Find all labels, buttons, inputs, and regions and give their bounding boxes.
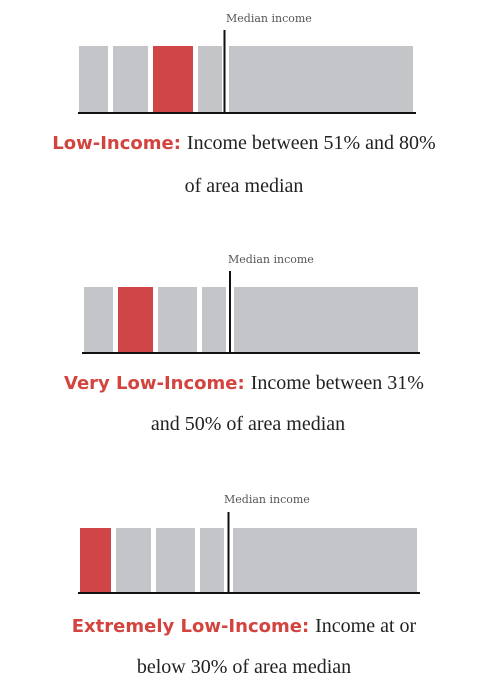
- median-label: Median income: [228, 253, 314, 266]
- segment: [79, 46, 108, 112]
- segment: [84, 287, 113, 352]
- description: Income between 31%: [251, 372, 424, 394]
- segment: [229, 46, 413, 112]
- description: and 50% of area median: [151, 413, 345, 435]
- segment-highlight: [80, 528, 111, 592]
- panel-low: Median income Low-Income: Income between …: [52, 12, 435, 197]
- segment-highlight: [118, 287, 153, 352]
- caption-line: Low-Income: Income between 51% and 80%: [52, 132, 435, 154]
- segment: [233, 528, 417, 592]
- panel-very-low: Median income Very Low-Income: Income bet…: [64, 253, 424, 435]
- segment-highlight: [153, 46, 193, 112]
- description: Income between 51% and 80%: [187, 132, 436, 154]
- segment: [202, 287, 226, 352]
- segment: [116, 528, 151, 592]
- description: below 30% of area median: [137, 656, 351, 678]
- description: of area median: [185, 175, 304, 197]
- segment: [156, 528, 195, 592]
- caption-line: Very Low-Income: Income between 31%: [64, 372, 424, 394]
- segment: [113, 46, 148, 112]
- term: Low-Income:: [52, 133, 181, 154]
- term: Extremely Low-Income:: [72, 616, 309, 637]
- segment: [200, 528, 224, 592]
- caption-line: Extremely Low-Income: Income at or: [72, 615, 417, 637]
- description: Income at or: [315, 615, 416, 637]
- segment: [234, 287, 418, 352]
- median-label: Median income: [226, 12, 312, 25]
- term: Very Low-Income:: [64, 373, 245, 394]
- segment: [198, 46, 222, 112]
- segment: [158, 287, 197, 352]
- panel-extremely-low: Median income Extremely Low-Income: Incom…: [72, 493, 420, 678]
- median-label: Median income: [224, 493, 310, 506]
